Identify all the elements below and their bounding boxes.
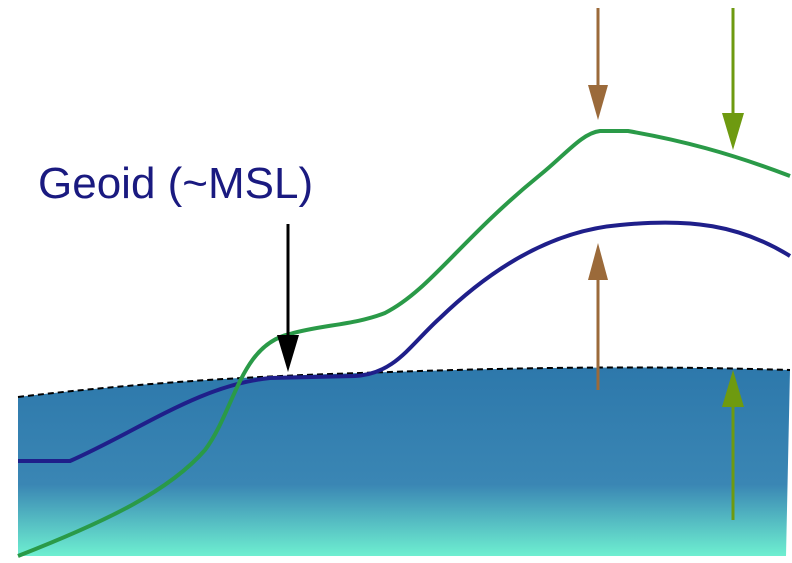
olive-arrow-pair bbox=[722, 8, 744, 520]
olive-arrow-up-head bbox=[722, 370, 744, 407]
olive-arrow-down-head bbox=[722, 113, 744, 150]
brown-arrow-down-head bbox=[588, 85, 608, 120]
topography-line bbox=[17, 129, 791, 558]
geoid-label: Geoid (~MSL) bbox=[38, 159, 314, 208]
geoid-pointer-arrow bbox=[277, 224, 299, 372]
geoid-line bbox=[18, 220, 792, 463]
brown-arrow-up-head bbox=[588, 243, 608, 280]
pointer-head bbox=[277, 335, 299, 372]
ocean-body bbox=[18, 367, 790, 556]
brown-arrow-pair bbox=[588, 8, 608, 390]
